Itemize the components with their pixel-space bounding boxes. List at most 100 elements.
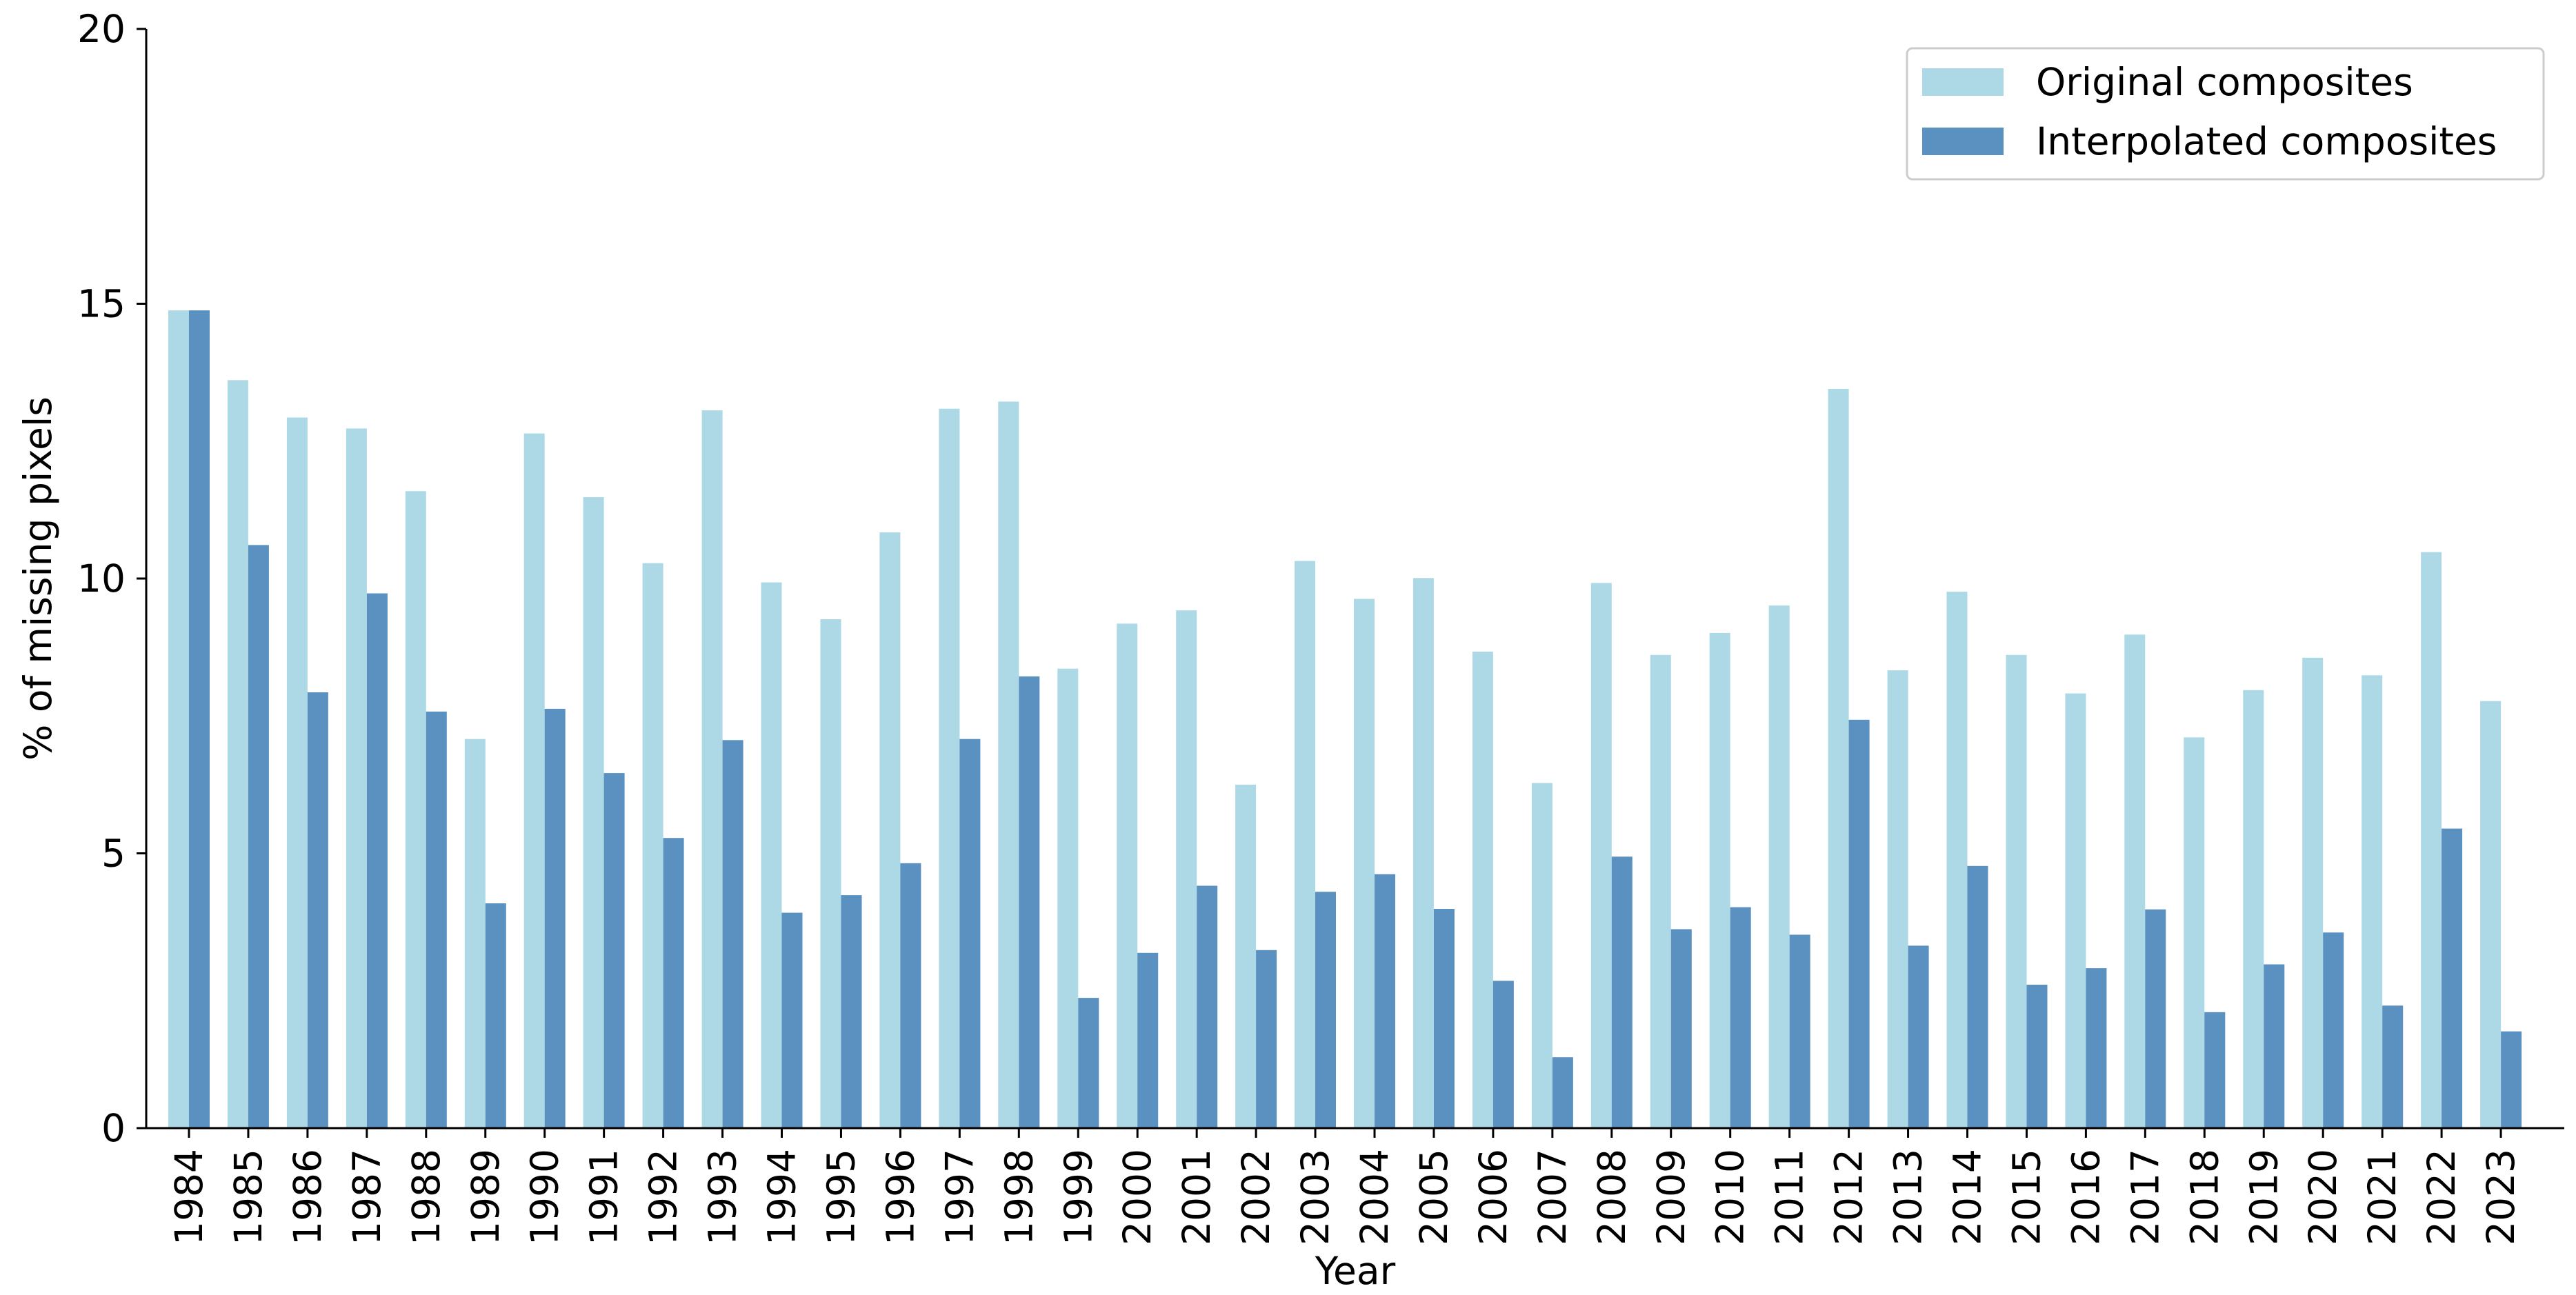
y-tick-label: 20 (77, 7, 126, 51)
bar-original-2017 (2124, 634, 2146, 1128)
legend-swatch-interpolated (1922, 128, 2004, 155)
bar-interpolated-2014 (1967, 865, 1988, 1128)
x-tick-label-2014: 2014 (1946, 1149, 1990, 1245)
x-tick-label-2013: 2013 (1886, 1149, 1930, 1245)
bar-interpolated-2021 (2382, 1005, 2404, 1128)
bar-original-1999 (1057, 668, 1079, 1128)
bar-interpolated-2022 (2442, 828, 2463, 1128)
bar-interpolated-2002 (1256, 950, 1277, 1128)
bar-original-2022 (2421, 552, 2442, 1128)
bar-interpolated-2020 (2323, 932, 2344, 1128)
bar-interpolated-2000 (1137, 952, 1159, 1128)
bar-interpolated-2010 (1730, 907, 1751, 1128)
bar-interpolated-1988 (426, 711, 447, 1128)
x-tick-label-2000: 2000 (1115, 1149, 1159, 1245)
bar-interpolated-2007 (1552, 1057, 1573, 1128)
bar-interpolated-1985 (248, 545, 269, 1128)
bar-original-1996 (879, 532, 901, 1128)
bar-original-1994 (761, 582, 782, 1128)
x-tick-label-2006: 2006 (1471, 1149, 1515, 1245)
bar-original-1988 (405, 491, 426, 1128)
x-tick-label-2015: 2015 (2004, 1149, 2048, 1245)
bar-interpolated-2004 (1375, 874, 1395, 1128)
bar-original-2009 (1650, 654, 1671, 1128)
x-tick-label-2020: 2020 (2301, 1149, 2345, 1245)
original-composites-bars (168, 310, 2502, 1129)
x-tick-label-1994: 1994 (760, 1149, 804, 1245)
bar-original-2000 (1117, 623, 1138, 1128)
bar-interpolated-1987 (366, 593, 388, 1128)
bar-original-1989 (464, 739, 486, 1128)
bar-original-2005 (1412, 578, 1434, 1128)
bar-interpolated-1992 (663, 838, 684, 1128)
x-tick-label-2009: 2009 (1649, 1149, 1693, 1245)
x-tick-label-2021: 2021 (2360, 1149, 2404, 1245)
x-axis: 1984 1985 1986 1987 1988 1989 1990 1991 1992 1993… (146, 1127, 2564, 1245)
x-tick-label-1985: 1985 (226, 1149, 270, 1245)
bar-original-1995 (820, 619, 841, 1128)
bar-interpolated-2013 (1908, 945, 1929, 1128)
y-tick-label: 5 (101, 832, 126, 876)
bar-original-1993 (701, 410, 723, 1128)
bar-original-1987 (346, 428, 367, 1128)
bar-interpolated-2023 (2501, 1031, 2522, 1128)
bar-original-2012 (1828, 389, 1849, 1128)
x-tick-label-1999: 1999 (1056, 1149, 1100, 1245)
bar-interpolated-2016 (2086, 968, 2107, 1128)
bar-original-2015 (2006, 654, 2027, 1128)
x-tick-label-2017: 2017 (2123, 1149, 2167, 1245)
y-ticks: 0 5 10 15 20 (77, 7, 146, 1150)
y-tick-label: 15 (77, 282, 126, 326)
bar-original-2019 (2243, 690, 2264, 1128)
legend-frame (1906, 47, 2545, 181)
bar-original-1997 (939, 408, 960, 1129)
bar-interpolated-2008 (1611, 856, 1633, 1128)
bar-original-2023 (2480, 701, 2502, 1128)
bar-original-1992 (642, 563, 663, 1128)
x-tick-label-1989: 1989 (463, 1149, 508, 1245)
x-tick-label-2007: 2007 (1530, 1149, 1575, 1245)
bar-original-1998 (998, 401, 1019, 1128)
bar-interpolated-1996 (900, 863, 921, 1128)
bar-original-2007 (1531, 783, 1552, 1128)
y-axis-title: % of missing pixels (16, 396, 60, 761)
x-tick-label-1993: 1993 (701, 1149, 745, 1245)
bar-original-2004 (1354, 599, 1375, 1128)
legend-label-original: Original composites (2036, 60, 2413, 104)
bar-interpolated-2017 (2145, 909, 2166, 1128)
x-tick-label-1996: 1996 (878, 1149, 922, 1245)
bar-original-2002 (1235, 784, 1257, 1128)
bar-original-1985 (227, 380, 248, 1128)
bar-original-1984 (168, 310, 189, 1129)
bar-interpolated-1995 (841, 895, 862, 1128)
bar-interpolated-2019 (2264, 964, 2285, 1128)
x-tick-label-2004: 2004 (1352, 1149, 1397, 1245)
bar-original-1986 (286, 417, 308, 1128)
bar-original-2001 (1176, 610, 1197, 1128)
x-tick-label-1997: 1997 (937, 1149, 981, 1245)
y-axis: 0 5 10 15 20 (77, 7, 148, 1150)
x-tick-label-2023: 2023 (2479, 1149, 2523, 1245)
bar-original-2003 (1295, 561, 1315, 1128)
x-tick-label-2016: 2016 (2064, 1149, 2108, 1245)
bar-interpolated-1998 (1019, 676, 1040, 1128)
bar-original-2008 (1590, 583, 1612, 1128)
bar-interpolated-2009 (1670, 929, 1692, 1128)
bar-interpolated-2015 (2026, 985, 2048, 1128)
bar-original-2006 (1472, 652, 1493, 1128)
bar-interpolated-1990 (544, 708, 566, 1128)
x-tick-label-2002: 2002 (1234, 1149, 1278, 1245)
interpolated-composites-bars (189, 310, 2522, 1129)
bar-interpolated-1984 (189, 310, 210, 1129)
bar-interpolated-2003 (1315, 892, 1336, 1128)
x-tick-label-1998: 1998 (997, 1149, 1041, 1245)
x-tick-label-1988: 1988 (404, 1149, 448, 1245)
x-tick-label-1987: 1987 (345, 1149, 389, 1245)
bar-original-2021 (2362, 675, 2383, 1128)
bar-interpolated-1986 (307, 692, 328, 1128)
bar-original-1991 (583, 497, 604, 1128)
bar-interpolated-1993 (722, 740, 743, 1128)
x-tick-label-2011: 2011 (1768, 1149, 1812, 1245)
bar-interpolated-1999 (1078, 998, 1099, 1128)
x-tick-label-2001: 2001 (1175, 1149, 1219, 1245)
